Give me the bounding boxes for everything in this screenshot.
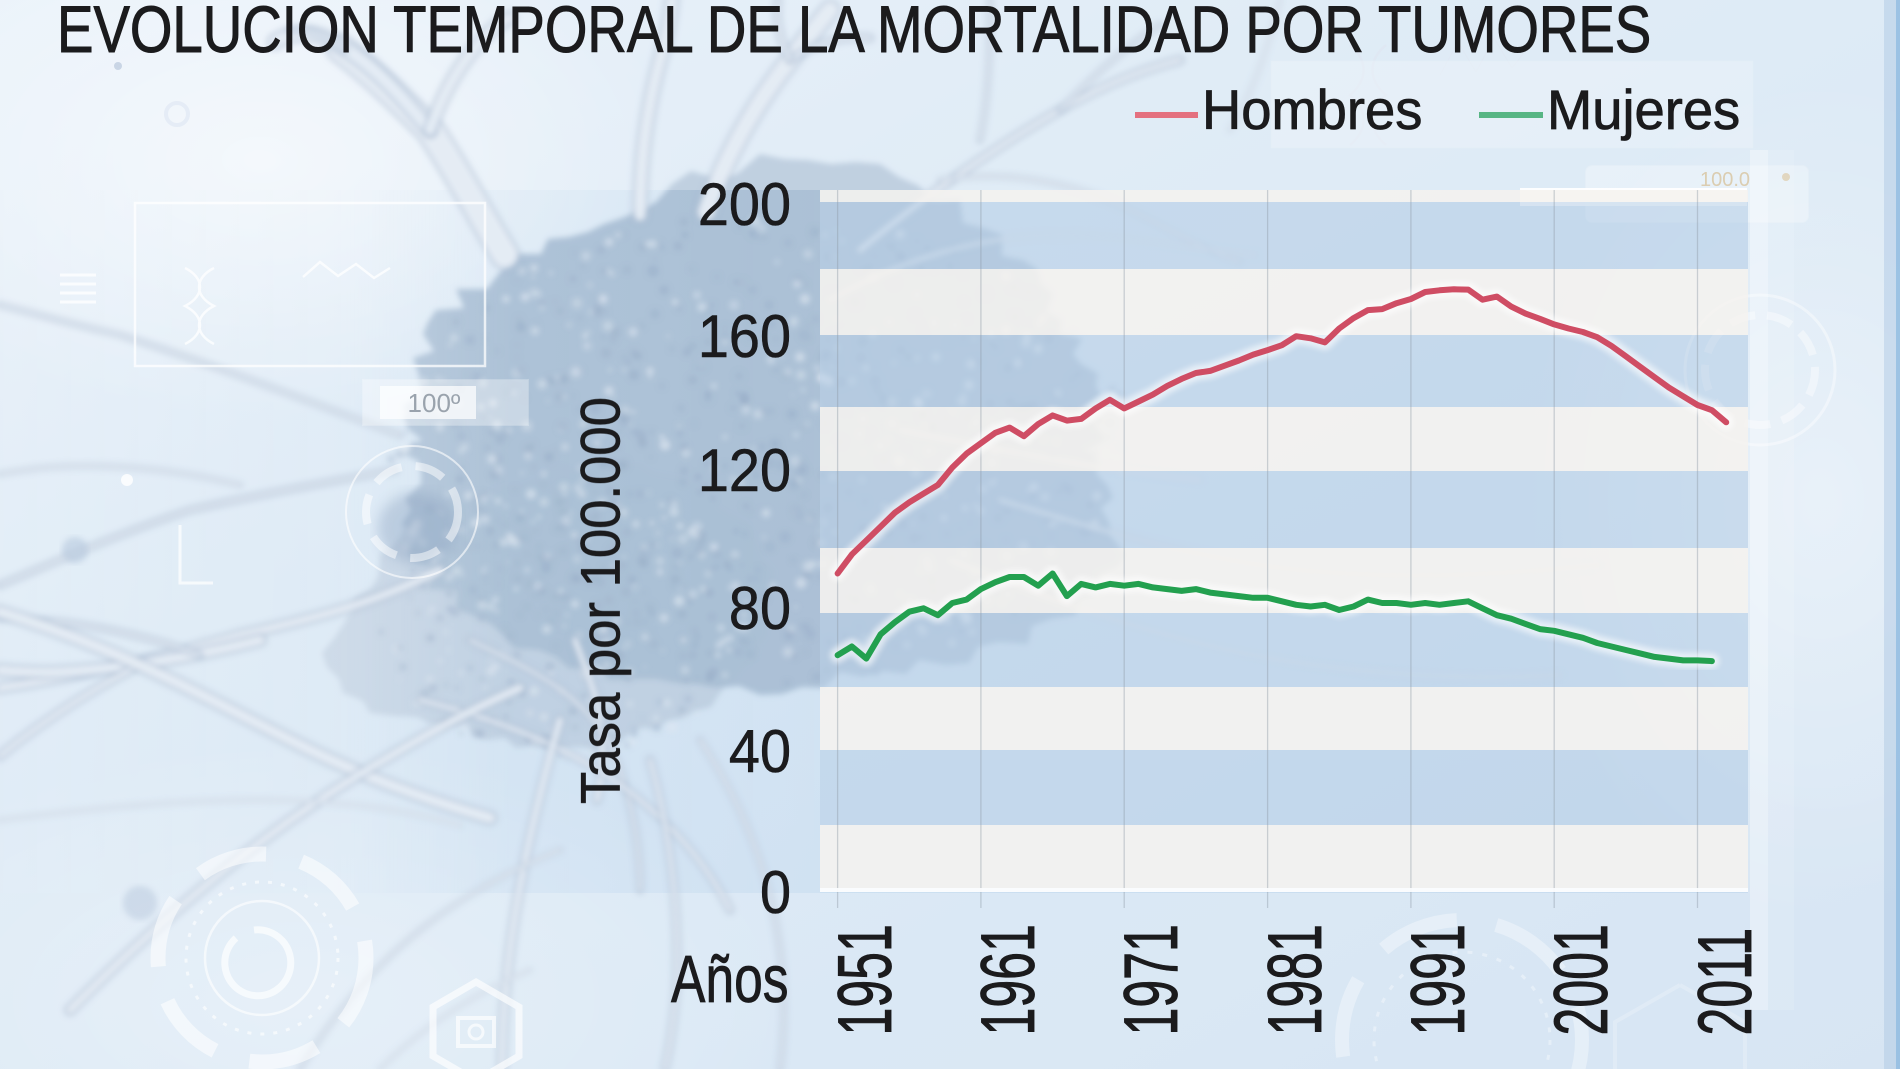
svg-text:100.0: 100.0 bbox=[1700, 169, 1750, 191]
svg-text:100º: 100º bbox=[408, 388, 461, 418]
